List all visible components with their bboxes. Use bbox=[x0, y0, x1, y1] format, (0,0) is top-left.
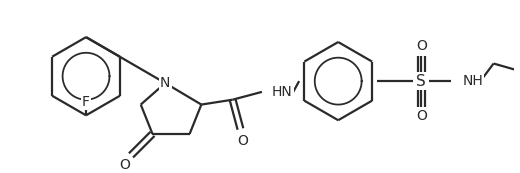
Text: S: S bbox=[417, 74, 426, 89]
Text: O: O bbox=[416, 39, 427, 53]
Text: O: O bbox=[416, 109, 427, 123]
Text: NH: NH bbox=[462, 74, 483, 88]
Text: F: F bbox=[82, 95, 90, 109]
Text: O: O bbox=[120, 158, 131, 172]
Text: N: N bbox=[160, 76, 171, 90]
Text: O: O bbox=[237, 134, 248, 148]
Text: HN: HN bbox=[272, 85, 292, 99]
